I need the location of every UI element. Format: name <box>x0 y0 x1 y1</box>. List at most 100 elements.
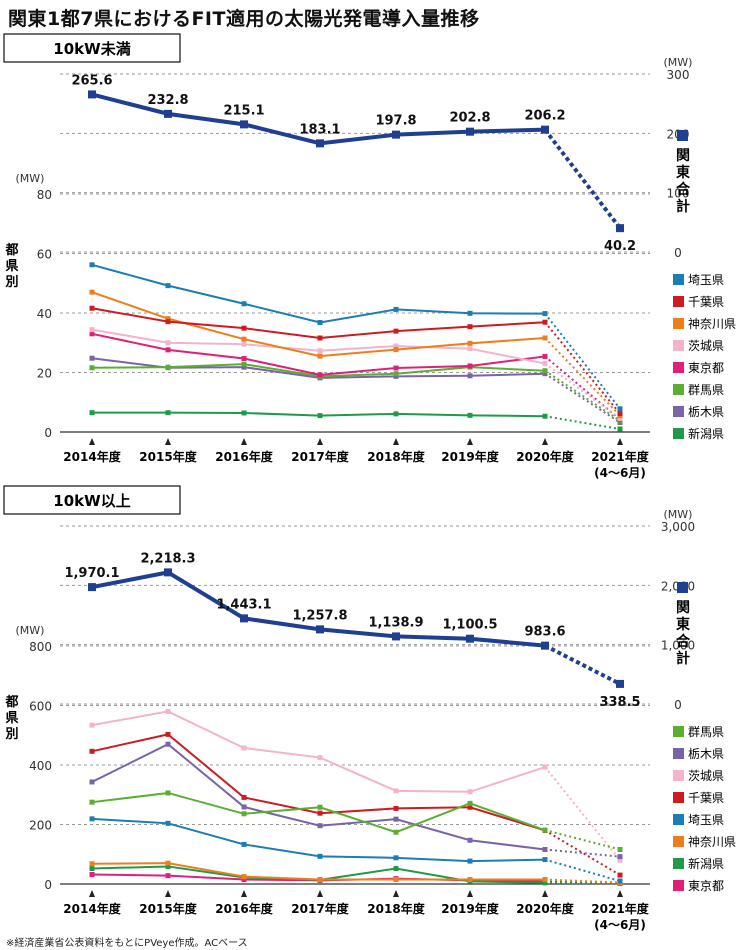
series-point <box>542 353 548 359</box>
left-tick-label: 400 <box>29 759 52 773</box>
series-point <box>542 827 548 833</box>
series-forecast-line <box>544 881 621 885</box>
total-point <box>240 120 248 129</box>
series-point <box>89 871 95 877</box>
series-point <box>467 324 473 330</box>
total-legend-char: 計 <box>676 650 690 667</box>
total-data-label: 983.6 <box>524 625 565 640</box>
series-point <box>89 355 95 361</box>
series-point <box>542 880 548 886</box>
series-forecast-line <box>544 369 621 422</box>
series-point <box>317 853 323 859</box>
series-point <box>542 413 548 419</box>
series-point <box>165 340 171 346</box>
legend-swatch <box>673 880 684 891</box>
series-point <box>617 857 623 863</box>
series-point <box>317 823 323 829</box>
total-data-label: 215.1 <box>223 103 264 118</box>
series-point <box>89 289 95 295</box>
category-tick <box>542 438 548 445</box>
category-tick <box>617 438 623 445</box>
series-point <box>89 305 95 311</box>
right-tick-label: 300 <box>667 68 690 82</box>
series-point <box>241 794 247 800</box>
series-forecast-line <box>544 355 621 421</box>
series-point <box>467 877 473 883</box>
right-tick-label: 0 <box>674 698 682 712</box>
right-axis-unit: (MW) <box>664 56 693 69</box>
total-data-label: 1,443.1 <box>216 597 271 612</box>
series-point <box>165 410 171 416</box>
series-point <box>165 347 171 353</box>
legend-swatch <box>673 836 684 847</box>
category-tick <box>317 438 323 445</box>
series-point <box>317 353 323 359</box>
chart-under-10kw: 10kW未満(MW)0100200300(MW)020406080都県別2014… <box>3 33 736 480</box>
left-axis-label-char: 県 <box>5 711 18 726</box>
series-point <box>467 789 473 795</box>
category-label: 2014年度 <box>63 449 121 464</box>
legend-label: 群馬県 <box>688 725 724 739</box>
category-tick <box>165 438 171 445</box>
series-point <box>165 283 171 289</box>
legend-swatch <box>673 296 684 307</box>
series-point <box>617 411 623 417</box>
series-point <box>467 858 473 864</box>
series-point <box>617 878 623 884</box>
legend-label: 栃木県 <box>688 747 724 761</box>
total-forecast-line <box>543 128 622 230</box>
series-point <box>241 341 247 347</box>
series-line <box>91 263 546 324</box>
total-legend-char: 合 <box>676 633 691 650</box>
series-point <box>317 348 323 354</box>
series-point <box>89 816 95 822</box>
total-point <box>316 139 324 148</box>
series-forecast-line <box>544 415 621 431</box>
total-point <box>541 641 549 650</box>
category-tick <box>542 890 548 897</box>
total-data-label: 1,970.1 <box>64 566 119 581</box>
series-point <box>165 790 171 796</box>
series-point <box>165 820 171 826</box>
series-point <box>393 347 399 353</box>
total-point <box>164 109 172 118</box>
series-forecast-line <box>544 858 621 882</box>
left-tick-label: 40 <box>37 307 52 321</box>
series-point <box>467 346 473 352</box>
series-point <box>393 866 399 872</box>
category-label: 2019年度 <box>441 449 499 464</box>
left-axis-label-char: 都 <box>4 694 18 710</box>
legend-label: 千葉県 <box>688 791 724 805</box>
legend-swatch <box>673 384 684 395</box>
series-point <box>89 331 95 337</box>
series-point <box>241 364 247 370</box>
left-tick-label: 0 <box>44 426 52 440</box>
legend-label: 神奈川県 <box>688 317 736 331</box>
series-point <box>241 745 247 751</box>
category-tick <box>241 438 247 445</box>
series-point <box>317 335 323 341</box>
series-point <box>393 306 399 312</box>
total-data-label: 1,100.5 <box>442 618 497 633</box>
category-tick <box>89 438 95 445</box>
series-forecast-line <box>544 372 621 424</box>
legend-label: 東京都 <box>688 879 724 893</box>
category-tick <box>393 890 399 897</box>
series-point <box>241 874 247 880</box>
series-point <box>241 841 247 847</box>
series-point <box>89 262 95 268</box>
series-point <box>89 748 95 754</box>
legend-swatch <box>673 340 684 351</box>
category-label: 2021年度 <box>591 449 649 464</box>
series-point <box>617 872 623 878</box>
legend-label: 神奈川県 <box>688 835 736 849</box>
panel-label: 10kW以上 <box>53 492 130 510</box>
series-point <box>241 336 247 342</box>
series-point <box>317 320 323 326</box>
series-point <box>393 411 399 417</box>
total-data-label: 206.2 <box>524 109 565 124</box>
total-legend-char: 関 <box>676 148 690 164</box>
legend-label: 栃木県 <box>688 405 724 419</box>
series-point <box>317 804 323 810</box>
legend-label: 茨城県 <box>688 339 724 353</box>
